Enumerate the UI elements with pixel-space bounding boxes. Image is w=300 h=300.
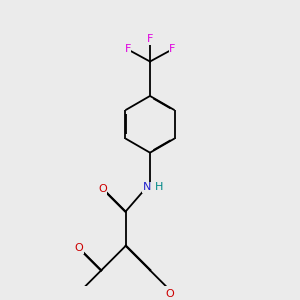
Text: O: O — [166, 289, 174, 298]
Text: F: F — [124, 44, 131, 54]
Text: F: F — [147, 34, 153, 44]
Text: F: F — [169, 44, 176, 54]
Text: O: O — [74, 243, 83, 253]
Text: O: O — [98, 184, 107, 194]
Text: H: H — [155, 182, 163, 192]
Text: N: N — [142, 182, 151, 192]
